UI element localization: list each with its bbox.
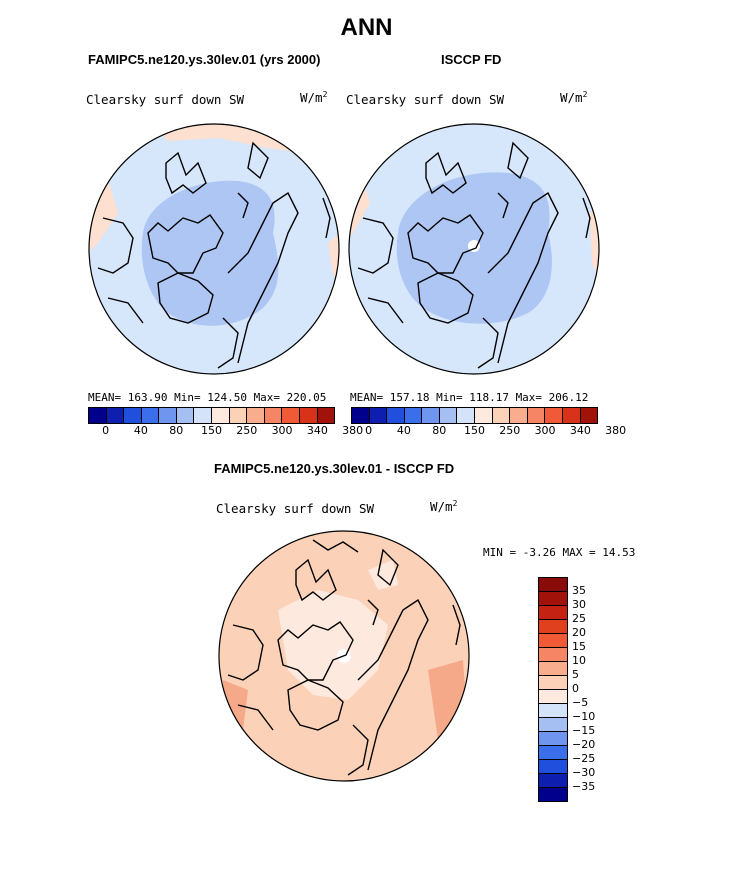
left-units-label: W/m2 [300,90,328,106]
colorbar-tick-label: 0 [572,682,579,695]
right-polar-map [348,123,600,375]
colorbar-swatch [539,774,567,788]
left-stats: MEAN= 163.90 Min= 124.50 Max= 220.05 [88,391,327,404]
colorbar-tick-label: 25 [572,612,586,625]
right-colorbar: 0 40 80 150 250 300 340 380 [351,407,626,440]
colorbar-swatch [439,408,458,423]
colorbar-swatch [539,690,567,704]
colorbar-swatch [387,408,405,423]
colorbar-tick-label: −15 [572,724,596,737]
colorbar-swatch [539,788,567,801]
colorbar-swatch [229,408,248,423]
diff-variable-label: Clearsky surf down SW [216,501,375,516]
diff-polar-map [218,530,470,782]
right-units-label: W/m2 [560,90,588,106]
colorbar-tick-label: 300 [534,424,556,437]
colorbar-swatch [539,648,567,662]
diff-colorbar [538,577,568,802]
diff-panel-header: FAMIPC5.ne120.ys.30lev.01 - ISCCP FD [214,461,455,476]
colorbar-swatch [580,408,598,423]
page-title: ANN [340,14,393,41]
colorbar-tick-label: 340 [569,424,591,437]
colorbar-tick-label: 5 [572,668,579,681]
colorbar-tick-label: −35 [572,780,596,793]
colorbar-tick-label: 40 [396,424,411,437]
colorbar-swatch [545,408,563,423]
left-panel-header: FAMIPC5.ne120.ys.30lev.01 (yrs 2000) [88,52,321,67]
colorbar-tick-label: −10 [572,710,596,723]
colorbar-tick-label: 300 [271,424,293,437]
colorbar-swatch [264,408,283,423]
colorbar-swatch [124,408,142,423]
colorbar-swatch [539,634,567,648]
colorbar-tick-label: 35 [572,584,586,597]
colorbar-swatch [539,606,567,620]
colorbar-swatch [247,408,265,423]
colorbar-tick-label: 340 [306,424,328,437]
colorbar-tick-label: 20 [572,626,586,639]
colorbar-swatch [141,408,160,423]
colorbar-swatch [457,408,476,423]
colorbar-swatch [282,408,300,423]
colorbar-tick-label: 380 [605,424,627,437]
colorbar-swatch [159,408,177,423]
colorbar-swatch [539,732,567,746]
colorbar-swatch [369,408,388,423]
colorbar-swatch [194,408,213,423]
right-stats: MEAN= 157.18 Min= 118.17 Max= 206.12 [350,391,589,404]
colorbar-swatch [89,408,107,423]
colorbar-tick-label: 40 [133,424,148,437]
colorbar-swatch [539,592,567,606]
colorbar-swatch [176,408,195,423]
colorbar-tick-label: 30 [572,598,586,611]
colorbar-swatch [317,408,335,423]
colorbar-tick-label: 0 [102,424,110,437]
colorbar-swatch [212,408,230,423]
colorbar-tick-label: 150 [464,424,485,437]
colorbar-swatch [539,620,567,634]
colorbar-tick-label: 0 [365,424,373,437]
right-panel-header: ISCCP FD [441,52,502,67]
colorbar-tick-label: 250 [236,424,258,437]
colorbar-tick-label: 15 [572,640,586,653]
colorbar-tick-label: 380 [342,424,364,437]
colorbar-tick-label: −5 [572,696,589,709]
diff-units-label: W/m2 [430,499,458,515]
colorbar-swatch [475,408,493,423]
colorbar-swatch [106,408,125,423]
colorbar-swatch [539,718,567,732]
right-variable-label: Clearsky surf down SW [346,92,505,107]
colorbar-tick-label: −25 [572,752,596,765]
colorbar-swatch [539,662,567,676]
diff-stats: MIN = -3.26 MAX = 14.53 [483,546,636,559]
colorbar-swatch [539,578,567,592]
colorbar-tick-label: 10 [572,654,586,667]
colorbar-swatch [299,408,318,423]
colorbar-swatch [422,408,440,423]
colorbar-tick-label: 250 [499,424,521,437]
colorbar-swatch [527,408,546,423]
colorbar-tick-label: −30 [572,766,596,779]
colorbar-swatch [510,408,528,423]
left-colorbar: 0 40 80 150 250 300 340 380 [88,407,363,440]
colorbar-swatch [539,704,567,718]
colorbar-swatch [539,746,567,760]
colorbar-swatch [404,408,423,423]
colorbar-swatch [352,408,370,423]
colorbar-swatch [539,760,567,774]
colorbar-tick-label: 80 [169,424,184,437]
colorbar-tick-label: −20 [572,738,596,751]
left-variable-label: Clearsky surf down SW [86,92,245,107]
colorbar-swatch [539,676,567,690]
colorbar-swatch [562,408,581,423]
colorbar-tick-label: 80 [432,424,447,437]
colorbar-swatch [492,408,511,423]
colorbar-tick-label: 150 [201,424,222,437]
left-polar-map [88,123,340,375]
